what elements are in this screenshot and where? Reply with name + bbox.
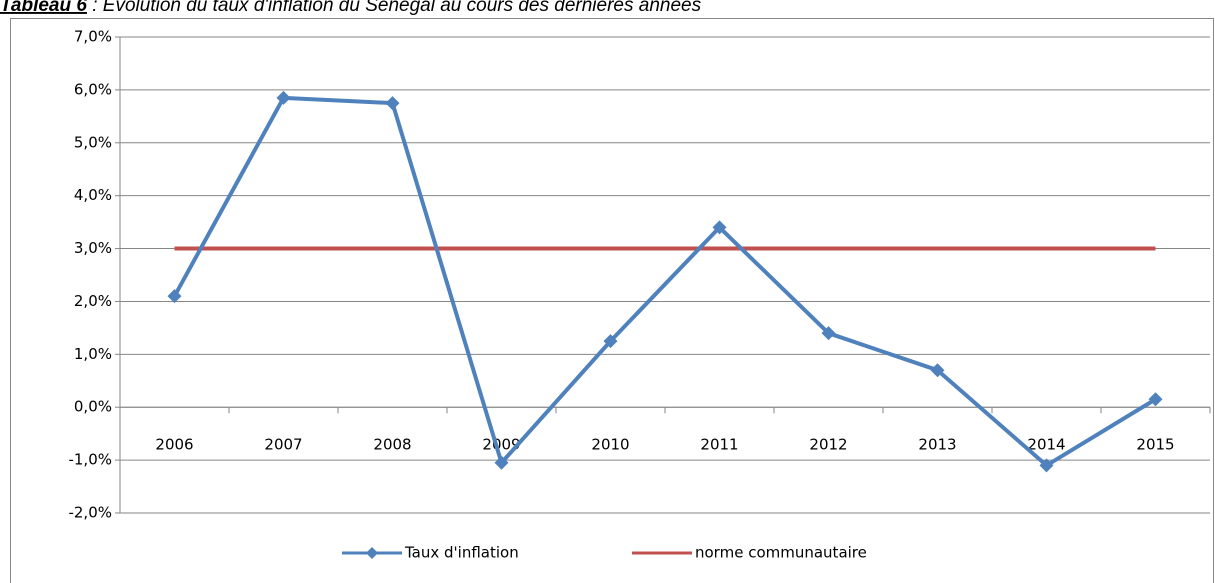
y-tick-label: 1,0%	[74, 345, 112, 363]
x-tick-label: 2007	[264, 436, 302, 454]
x-tick-label: 2014	[1027, 436, 1065, 454]
y-tick-label: 3,0%	[74, 239, 112, 257]
legend-label: Taux d'inflation	[404, 544, 519, 562]
y-tick-label: -2,0%	[68, 504, 112, 522]
data-point	[712, 220, 727, 235]
data-point	[603, 334, 618, 349]
y-tick-label: 5,0%	[74, 133, 112, 151]
legend-marker	[366, 547, 378, 559]
title-label: Tableau 6	[0, 0, 87, 16]
y-tick-label: 4,0%	[74, 186, 112, 204]
y-tick-label: -1,0%	[68, 451, 112, 469]
y-tick-label: 7,0%	[74, 28, 112, 46]
data-point	[930, 363, 945, 378]
x-tick-label: 2012	[809, 436, 847, 454]
chart-frame	[10, 18, 1214, 583]
y-tick-label: 6,0%	[74, 80, 112, 98]
x-tick-label: 2008	[373, 436, 411, 454]
x-tick-label: 2015	[1136, 436, 1174, 454]
data-point	[167, 289, 182, 304]
data-point	[494, 455, 509, 470]
x-tick-label: 2006	[155, 436, 193, 454]
x-tick-label: 2011	[700, 436, 738, 454]
title-text: : Evolution du taux d'inflation du Sénég…	[87, 0, 702, 16]
legend-label: norme communautaire	[695, 544, 867, 562]
data-point	[1039, 458, 1054, 473]
data-point	[821, 326, 836, 341]
data-point	[1148, 392, 1163, 407]
y-tick-label: 2,0%	[74, 292, 112, 310]
data-point	[385, 96, 400, 111]
x-tick-label: 2009	[482, 436, 520, 454]
x-tick-label: 2010	[591, 436, 629, 454]
chart-title: Tableau 6 : Evolution du taux d'inflatio…	[0, 0, 702, 16]
series-line	[172, 95, 1157, 468]
data-point	[276, 90, 291, 105]
y-tick-label: 0,0%	[74, 398, 112, 416]
x-tick-label: 2013	[918, 436, 956, 454]
